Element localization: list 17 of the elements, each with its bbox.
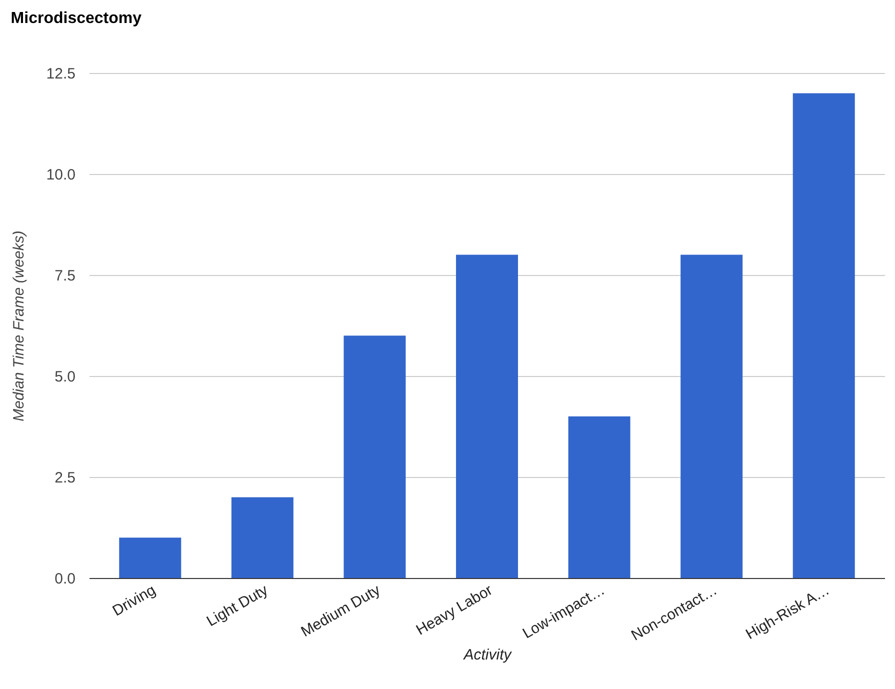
bar: [344, 336, 406, 578]
chart-title: Microdiscectomy: [10, 10, 142, 27]
y-tick-label: 10.0: [46, 166, 76, 184]
bar: [680, 254, 743, 578]
x-axis-title: Activity: [462, 646, 513, 664]
bar: [792, 93, 855, 578]
y-tick-label: 5.0: [54, 368, 76, 386]
x-tick-label: Light Duty: [204, 581, 272, 630]
y-tick-label: 12.5: [46, 66, 76, 82]
y-tick-label: 7.5: [54, 268, 76, 284]
y-tick-label: 2.5: [54, 470, 76, 486]
y-axis-title: Median Time Frame (weeks): [10, 230, 28, 422]
y-tick-label: 0.0: [54, 570, 76, 588]
bar: [568, 416, 630, 578]
bar: [119, 538, 182, 578]
bar: [231, 497, 294, 578]
bar: [456, 254, 518, 578]
